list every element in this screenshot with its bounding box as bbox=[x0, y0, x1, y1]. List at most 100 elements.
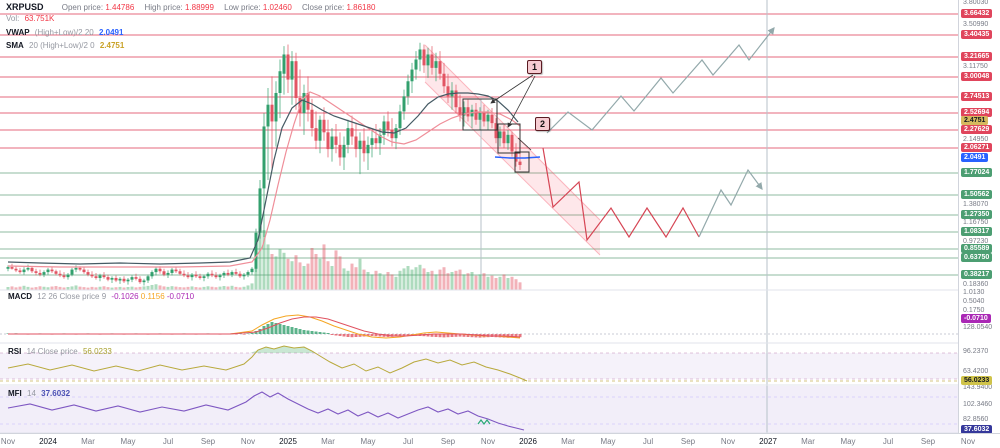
price-badge-green[interactable]: 0.38217 bbox=[961, 270, 993, 279]
time-axis-label: Jul bbox=[162, 437, 174, 446]
price-badge-green[interactable]: 1.27350 bbox=[961, 210, 993, 219]
time-axis-label: Sep bbox=[680, 437, 696, 446]
price-axis-tick: 96.2370 bbox=[963, 348, 989, 355]
price-badge-green[interactable]: 1.08317 bbox=[961, 227, 993, 236]
macd-signal-line[interactable] bbox=[8, 316, 521, 338]
price-axis-tick: 1.0130 bbox=[963, 289, 985, 296]
time-axis-label: May bbox=[840, 437, 856, 446]
mfi-value: 37.6032 bbox=[41, 389, 71, 398]
price-badge-yellow[interactable]: 56.0233 bbox=[961, 376, 993, 385]
price-axis-tick: 143.9400 bbox=[963, 384, 993, 391]
callout-label-2[interactable]: 2 bbox=[535, 117, 550, 131]
sma-legend-row[interactable]: SMA 20 (High+Low)/2 0 2.4751 bbox=[6, 40, 375, 51]
macd-value-3: -0.0710 bbox=[166, 292, 195, 301]
price-axis-tick: 3.50990 bbox=[963, 21, 989, 28]
price-badge-red[interactable]: 2.52694 bbox=[961, 108, 993, 117]
price-badge-red[interactable]: 3.40435 bbox=[961, 30, 993, 39]
open-label: Open price: bbox=[61, 3, 104, 12]
volume-legend-row[interactable]: Vol: 63.751K bbox=[6, 13, 375, 24]
time-axis-label: May bbox=[600, 437, 616, 446]
time-axis-label: Jul bbox=[402, 437, 414, 446]
annotation-box[interactable] bbox=[462, 98, 498, 131]
price-axis-tick: 2.14950 bbox=[963, 136, 989, 143]
annotation-box[interactable] bbox=[514, 151, 530, 173]
sma-name: SMA bbox=[6, 41, 24, 50]
price-badge-green[interactable]: 0.63750 bbox=[961, 253, 993, 262]
price-axis-tick: 63.4200 bbox=[963, 368, 989, 375]
rsi-pane-label[interactable]: RSI 14 Close price 56.0233 bbox=[8, 347, 112, 356]
price-badge-navy[interactable]: 37.6032 bbox=[961, 425, 993, 434]
low-label: Low price: bbox=[224, 3, 261, 12]
time-axis-label: Nov bbox=[0, 437, 16, 446]
price-badge-red[interactable]: 3.66432 bbox=[961, 9, 993, 18]
high-label: High price: bbox=[144, 3, 183, 12]
bearish-projection-tail[interactable] bbox=[698, 168, 763, 238]
vwap-line[interactable] bbox=[494, 156, 541, 159]
time-axis-label: 2024 bbox=[39, 437, 57, 446]
price-badge-green[interactable]: 0.85589 bbox=[961, 244, 993, 253]
price-axis-tick: 0.97230 bbox=[963, 238, 989, 245]
time-axis-label: Mar bbox=[561, 437, 575, 446]
vwap-legend-row[interactable]: VWAP (High+Low)/2 20 2.0491 bbox=[6, 27, 375, 38]
time-axis-label: Sep bbox=[440, 437, 456, 446]
mfi-line[interactable] bbox=[7, 391, 525, 431]
time-axis-label: 2026 bbox=[519, 437, 537, 446]
price-badge-red[interactable]: 2.06271 bbox=[961, 143, 993, 152]
symbol-name: XRPUSD bbox=[6, 2, 44, 12]
price-badge-green[interactable]: 1.50562 bbox=[961, 190, 993, 199]
ma-dark-line[interactable] bbox=[7, 92, 519, 265]
bearish-projection[interactable] bbox=[542, 147, 700, 242]
time-axis-label: 2025 bbox=[279, 437, 297, 446]
vwap-value: 2.0491 bbox=[98, 28, 124, 37]
price-axis-tick: 3.11750 bbox=[963, 63, 988, 70]
price-badge-tan[interactable]: 2.4751 bbox=[961, 116, 989, 125]
time-axis[interactable]: Nov 2024 Mar May Jul Sep Nov 2025 Mar May Jul Sep No… bbox=[0, 433, 1000, 448]
price-badge-red[interactable]: 3.00048 bbox=[961, 72, 993, 81]
price-badge-red[interactable]: 3.21665 bbox=[961, 52, 993, 61]
price-badge-red[interactable]: 2.27629 bbox=[961, 125, 993, 134]
bullish-projection[interactable] bbox=[546, 27, 775, 134]
high-value: 1.88999 bbox=[184, 3, 214, 12]
rsi-params: 14 Close price bbox=[26, 347, 78, 356]
sma-line[interactable] bbox=[7, 91, 521, 268]
price-axis-tick: 102.3460 bbox=[963, 401, 993, 408]
mfi-params: 14 bbox=[27, 389, 36, 398]
price-badge-green[interactable]: 1.77024 bbox=[961, 168, 993, 177]
price-axis-tick: 128.0540 bbox=[963, 324, 993, 331]
time-axis-label: Nov bbox=[960, 437, 976, 446]
price-axis-tick: 0.5040 bbox=[963, 298, 985, 305]
time-axis-label: Nov bbox=[240, 437, 256, 446]
watermark-icon bbox=[477, 419, 491, 425]
time-axis-label: Sep bbox=[920, 437, 936, 446]
macd-pane-label[interactable]: MACD 12 26 Close price 9 -0.1026 0.1156 … bbox=[8, 292, 194, 301]
price-badge-red[interactable]: 2.74513 bbox=[961, 92, 993, 101]
price-badge-blue[interactable]: 2.0491 bbox=[961, 153, 989, 162]
time-axis-label: Mar bbox=[81, 437, 95, 446]
vwap-params: (High+Low)/2 20 bbox=[34, 28, 94, 37]
sma-params: 20 (High+Low)/2 0 bbox=[29, 41, 95, 50]
time-axis-label: May bbox=[360, 437, 376, 446]
close-label: Close price: bbox=[302, 3, 345, 12]
macd-name: MACD bbox=[8, 292, 32, 301]
vol-label: Vol: bbox=[6, 14, 20, 23]
time-axis-label: Jul bbox=[882, 437, 894, 446]
callout-label-1[interactable]: 1 bbox=[527, 60, 542, 74]
legend: XRPUSD Open price: 1.44786 High price: 1… bbox=[6, 2, 375, 51]
price-badge-purple[interactable]: -0.0710 bbox=[961, 314, 991, 323]
vol-value: 63.751K bbox=[24, 14, 55, 23]
mfi-pane-label[interactable]: MFI 14 37.6032 bbox=[8, 389, 70, 398]
vwap-name: VWAP bbox=[6, 28, 30, 37]
close-value: 1.86180 bbox=[346, 3, 376, 12]
rsi-line[interactable] bbox=[7, 345, 528, 382]
time-axis-label: Mar bbox=[801, 437, 815, 446]
price-axis-tick: 1.16750 bbox=[963, 219, 989, 226]
symbol-legend-row[interactable]: XRPUSD Open price: 1.44786 High price: 1… bbox=[6, 2, 375, 13]
time-axis-label: Nov bbox=[720, 437, 736, 446]
price-axis[interactable]: 3.80030 3.50990 3.11750 2.14950 1.38070 1.167… bbox=[958, 0, 1000, 434]
time-axis-label: May bbox=[120, 437, 136, 446]
macd-params: 12 26 Close price 9 bbox=[37, 292, 107, 301]
time-axis-label: Sep bbox=[200, 437, 216, 446]
price-axis-tick: 82.8560 bbox=[963, 416, 989, 423]
